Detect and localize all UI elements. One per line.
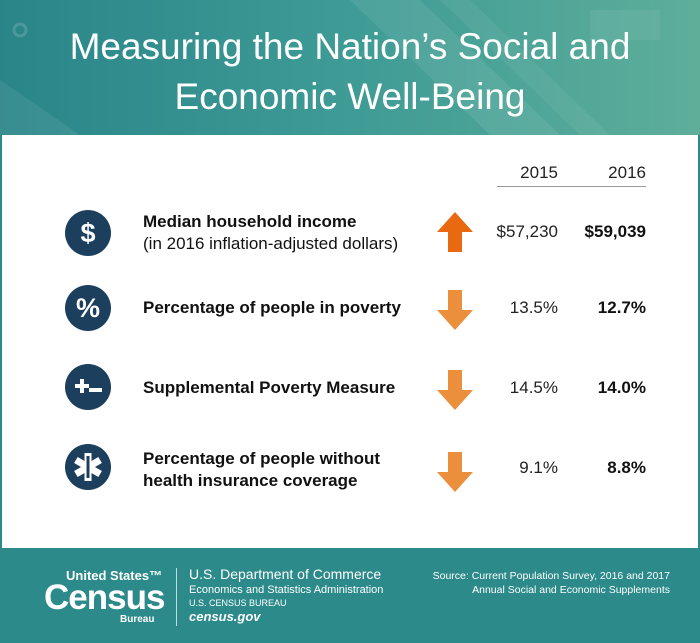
agency-sub: Economics and Statistics Administration: [189, 584, 384, 596]
footer: United States™ Census Bureau U.S. Depart…: [0, 548, 700, 643]
table-panel: [0, 135, 700, 548]
value-2015: 13.5%: [509, 298, 558, 317]
value-2016: $59,039: [584, 222, 646, 241]
percent-icon: %: [65, 285, 111, 331]
value-2016: 14.0%: [597, 378, 646, 397]
row-label: Percentage of people without health insu…: [143, 449, 381, 490]
value-2015: $57,230: [496, 222, 558, 241]
down-arrow: [437, 370, 473, 410]
title: Measuring the Nation’s Social and Econom…: [69, 26, 631, 117]
down-arrow: [437, 290, 473, 330]
plus-minus-icon: [65, 364, 111, 410]
header-rule: [497, 186, 646, 187]
logo-bottom: Bureau: [120, 614, 155, 625]
down-arrow: [437, 452, 473, 492]
value-2016: 12.7%: [597, 298, 646, 317]
divider: [176, 568, 177, 626]
agency-name: U.S. Department of Commerce: [189, 566, 382, 582]
row-sublabel: (in 2016 inflation-adjusted dollars): [143, 234, 399, 253]
row-label: Supplemental Poverty Measure: [143, 378, 396, 397]
logo-main: Census: [44, 578, 165, 617]
website: census.gov: [189, 609, 261, 624]
source-line: Annual Social and Economic Supplements: [472, 584, 670, 596]
value-2016: 8.8%: [607, 458, 646, 477]
column-header: 2016: [608, 163, 646, 182]
health-icon: [65, 444, 111, 490]
row-label: Median household income (in 2016 inflatio…: [143, 211, 423, 255]
header-pattern: [0, 0, 660, 135]
source-line: Source: Current Population Survey, 2016 …: [432, 570, 670, 582]
value-2015: 9.1%: [519, 458, 558, 477]
row-label: Percentage of people in poverty: [143, 298, 401, 317]
agency-bureau: U.S. CENSUS BUREAU: [189, 598, 287, 608]
row-label-text: Median household income: [143, 212, 357, 231]
header: Measuring the Nation’s Social and Econom…: [0, 0, 700, 135]
up-arrow: [437, 212, 473, 252]
value-2015: 14.5%: [509, 378, 558, 397]
logo-top: United States™: [66, 568, 163, 583]
column-header: 2015: [520, 163, 558, 182]
dollar-icon: $: [65, 210, 111, 256]
